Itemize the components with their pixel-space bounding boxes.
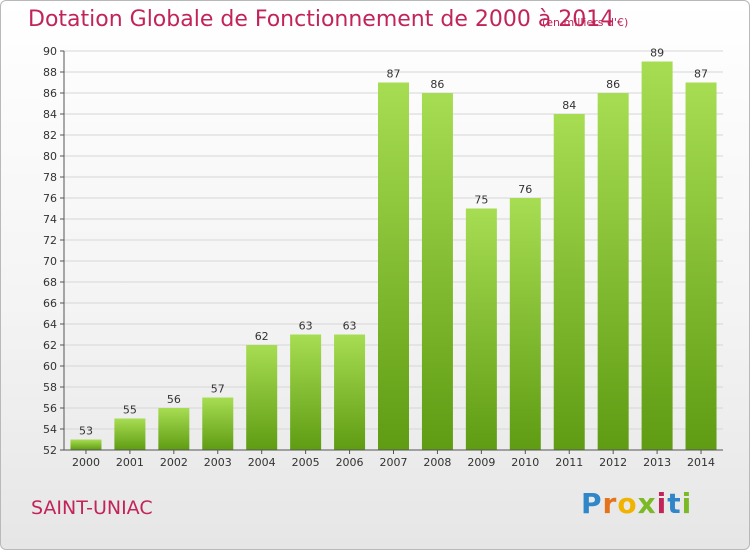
y-tick-label: 68 (43, 276, 57, 289)
x-tick-label: 2006 (336, 456, 364, 469)
y-tick-label: 84 (43, 108, 57, 121)
bar (158, 408, 190, 450)
y-tick-label: 58 (43, 381, 57, 394)
bar-value-label: 57 (211, 383, 225, 396)
x-tick-label: 2001 (116, 456, 144, 469)
bar (70, 439, 102, 450)
commune-name: SAINT-UNIAC (31, 497, 153, 519)
bar (685, 82, 717, 450)
bar-value-label: 87 (387, 68, 401, 81)
y-tick-label: 88 (43, 66, 57, 79)
bar-value-label: 76 (518, 183, 532, 196)
bar (509, 198, 541, 450)
bar (246, 345, 278, 450)
bar-value-label: 86 (430, 78, 444, 91)
x-tick-label: 2004 (248, 456, 276, 469)
y-tick-label: 76 (43, 192, 57, 205)
y-tick-label: 80 (43, 150, 57, 163)
bar-value-label: 62 (255, 330, 269, 343)
bar-value-label: 53 (79, 425, 93, 438)
x-tick-label: 2010 (511, 456, 539, 469)
y-tick-label: 52 (43, 444, 57, 457)
x-tick-label: 2008 (423, 456, 451, 469)
bar (597, 93, 629, 450)
bar (421, 93, 453, 450)
y-tick-label: 72 (43, 234, 57, 247)
y-tick-label: 70 (43, 255, 57, 268)
bar-value-label: 55 (123, 404, 137, 417)
bar-value-label: 84 (562, 99, 576, 112)
x-tick-label: 2000 (72, 456, 100, 469)
bar (114, 418, 146, 450)
x-tick-label: 2009 (467, 456, 495, 469)
bar (378, 82, 409, 450)
y-tick-label: 82 (43, 129, 57, 142)
bar-value-label: 87 (694, 68, 708, 81)
bar (290, 334, 322, 450)
bar-value-label: 86 (606, 78, 620, 91)
bar (641, 61, 673, 450)
bar-value-label: 56 (167, 393, 181, 406)
bars: 53 55 56 57 62 63 63 87 86 75 76 84 86 89 87 (70, 47, 717, 450)
bar-value-label: 63 (299, 320, 313, 333)
y-tick-label: 64 (43, 318, 57, 331)
y-tick-label: 74 (43, 213, 57, 226)
y-tick-label: 78 (43, 171, 57, 184)
y-tick-label: 56 (43, 402, 57, 415)
x-tick-label: 2014 (687, 456, 715, 469)
bar (553, 114, 585, 450)
x-tick-label: 2002 (160, 456, 188, 469)
y-tick-label: 62 (43, 339, 57, 352)
y-tick-label: 90 (43, 45, 57, 58)
bar-value-label: 75 (474, 194, 488, 207)
bar-value-label: 63 (343, 320, 357, 333)
x-tick-label: 2007 (380, 456, 408, 469)
y-tick-label: 86 (43, 87, 57, 100)
bar (334, 334, 366, 450)
x-tick-label: 2011 (555, 456, 583, 469)
y-tick-label: 66 (43, 297, 57, 310)
axes: 52 54 56 58 60 62 64 66 68 70 72 74 76 78 80 82 84 86 88 90… (43, 45, 723, 469)
y-tick-label: 54 (43, 423, 57, 436)
x-tick-label: 2003 (204, 456, 232, 469)
bar (465, 208, 497, 450)
x-tick-label: 2005 (292, 456, 320, 469)
y-tick-label: 60 (43, 360, 57, 373)
x-tick-label: 2013 (643, 456, 671, 469)
bar-value-label: 89 (650, 47, 664, 60)
unit-label: (en milliers d'€) (542, 16, 629, 29)
proxiti-logo[interactable]: Proxiti (581, 487, 693, 520)
bar (202, 397, 234, 450)
x-tick-label: 2012 (599, 456, 627, 469)
chart-title: Dotation Globale de Fonctionnement de 20… (28, 7, 615, 32)
